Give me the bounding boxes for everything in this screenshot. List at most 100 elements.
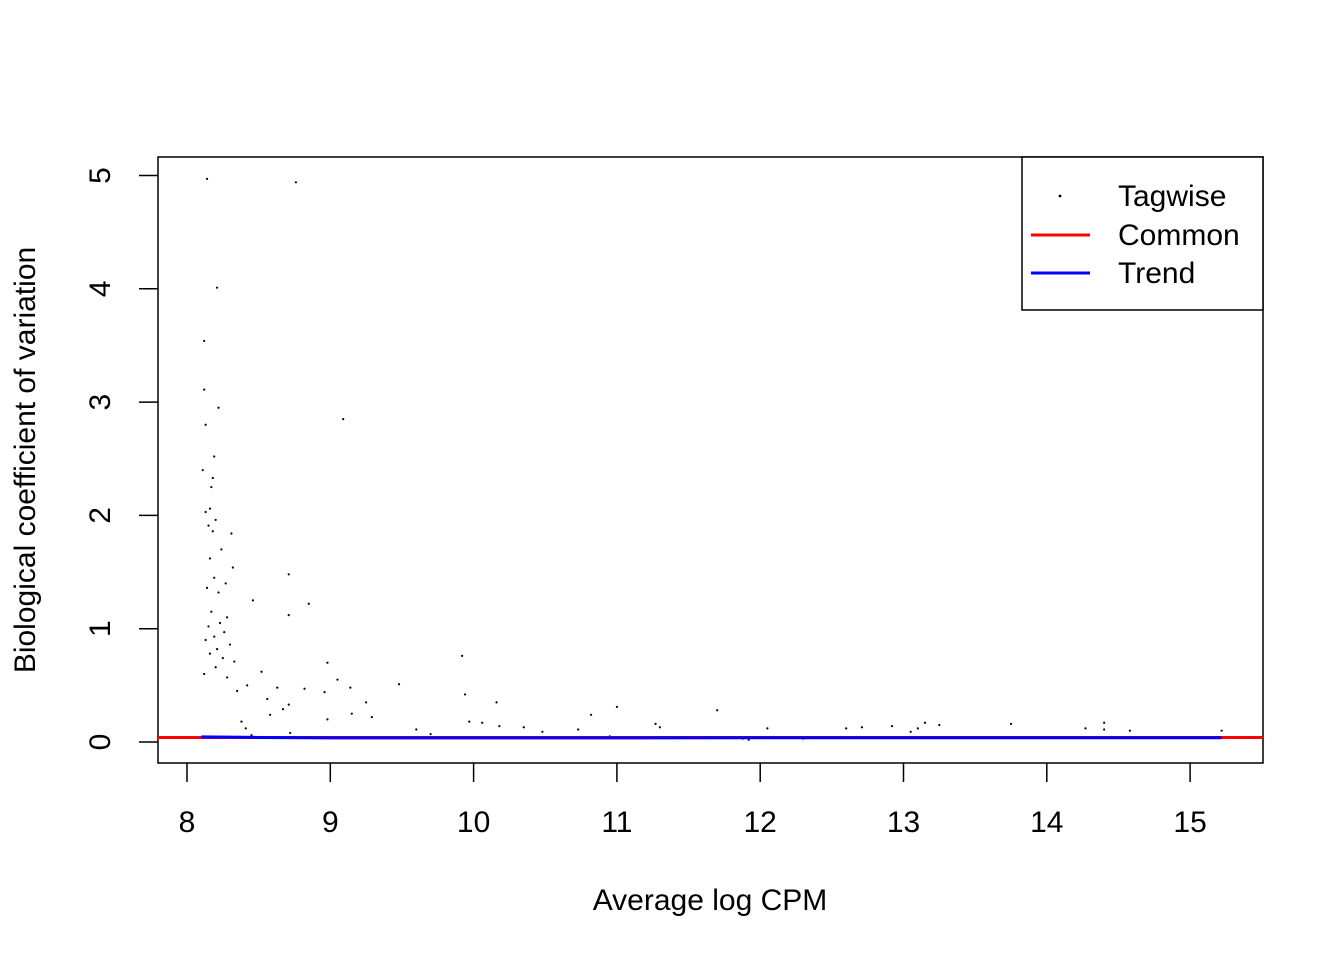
y-tick-label: 3 — [84, 394, 117, 411]
x-tick-label: 8 — [179, 806, 196, 839]
tagwise-point — [213, 635, 216, 638]
tagwise-point — [211, 476, 214, 480]
x-tick-label: 14 — [1030, 806, 1063, 839]
tagwise-point — [211, 530, 214, 533]
tagwise-point — [461, 654, 464, 657]
tagwise-point — [289, 731, 292, 735]
tagwise-point — [1220, 729, 1223, 732]
tagwise-point — [463, 693, 467, 696]
tagwise-point — [845, 727, 848, 730]
tagwise-point — [350, 712, 353, 715]
tagwise-point — [217, 406, 220, 409]
tagwise-point — [215, 286, 219, 289]
y-axis-label: Biological coefficient of variation — [9, 247, 42, 673]
tagwise-point — [203, 388, 206, 391]
tagwise-point — [210, 485, 213, 489]
x-tick-label: 10 — [457, 806, 490, 839]
tagwise-point — [224, 582, 227, 585]
plot-area — [157, 156, 1264, 764]
tagwise-point — [214, 666, 217, 669]
tagwise-point — [1128, 729, 1132, 732]
tagwise-point — [244, 727, 247, 730]
tagwise-point — [415, 728, 418, 731]
tagwise-point — [498, 725, 501, 728]
tagwise-point — [276, 686, 279, 689]
tagwise-point — [370, 715, 373, 719]
tagwise-point — [336, 678, 339, 681]
x-tick-label: 15 — [1173, 806, 1206, 839]
tagwise-points — [201, 177, 1223, 741]
tagwise-point — [266, 697, 269, 701]
y-tick-label: 2 — [84, 507, 117, 524]
tagwise-point — [541, 730, 544, 733]
tagwise-point — [208, 557, 212, 560]
tagwise-point — [294, 181, 298, 184]
tagwise-point — [766, 727, 769, 730]
tagwise-point — [228, 643, 232, 646]
legend-common-label: Common — [1118, 219, 1240, 252]
y-axis: 0 1 2 3 4 5 — [84, 167, 158, 750]
tagwise-point — [1009, 722, 1013, 725]
tagwise-point — [226, 676, 229, 679]
tagwise-point — [269, 713, 272, 716]
tagwise-point — [716, 709, 719, 712]
tagwise-point — [1103, 728, 1106, 731]
legend-trend-label: Trend — [1118, 257, 1195, 290]
tagwise-point — [909, 730, 912, 733]
tagwise-point — [303, 687, 306, 690]
tagwise-point — [210, 610, 213, 613]
tagwise-point — [203, 672, 206, 676]
tagwise-point — [217, 591, 220, 594]
tagwise-point — [654, 722, 657, 725]
legend: Tagwise Common Trend — [1021, 156, 1264, 311]
tagwise-point — [342, 417, 345, 421]
tagwise-point — [468, 720, 471, 723]
tagwise-point — [1103, 721, 1106, 724]
tagwise-point — [215, 647, 219, 651]
tagwise-point — [204, 510, 207, 514]
tagwise-point — [323, 691, 326, 694]
tagwise-point — [615, 705, 619, 708]
plot-frame — [157, 156, 1264, 764]
tagwise-point — [246, 684, 249, 687]
tagwise-point — [481, 721, 484, 724]
tagwise-point — [221, 657, 224, 660]
tagwise-point — [287, 703, 290, 706]
y-tick-label: 0 — [84, 734, 117, 751]
tagwise-point — [326, 718, 329, 721]
tagwise-point — [250, 734, 253, 737]
tagwise-point — [233, 660, 236, 663]
tagwise-point — [923, 721, 927, 724]
tagwise-point — [938, 723, 941, 727]
tagwise-point — [495, 701, 498, 704]
tagwise-point — [201, 468, 204, 472]
tagwise-point — [214, 518, 217, 522]
legend-tagwise-label: Tagwise — [1118, 180, 1226, 213]
trend-line — [201, 735, 1222, 740]
tagwise-point — [204, 423, 207, 426]
tagwise-point — [522, 726, 525, 729]
y-tick-label: 5 — [84, 167, 117, 184]
tagwise-point — [205, 177, 209, 180]
tagwise-point — [207, 625, 210, 628]
tagwise-point — [287, 614, 290, 617]
tagwise-point — [349, 686, 352, 689]
tagwise-point — [240, 720, 243, 723]
tagwise-point — [365, 701, 368, 704]
tagwise-point — [860, 726, 864, 729]
tagwise-point — [1084, 727, 1087, 730]
tagwise-point — [208, 507, 212, 510]
tagwise-point — [205, 586, 209, 590]
tagwise-point — [231, 566, 234, 569]
tagwise-point — [281, 708, 285, 711]
legend-tagwise-marker — [1058, 194, 1062, 198]
tagwise-point — [429, 732, 432, 736]
x-tick-label: 9 — [322, 806, 339, 839]
tagwise-point — [207, 524, 210, 527]
tagwise-point — [577, 728, 580, 731]
tagwise-point — [260, 670, 263, 673]
tagwise-point — [890, 725, 894, 728]
tagwise-point — [213, 576, 216, 579]
x-tick-label: 11 — [601, 806, 632, 839]
